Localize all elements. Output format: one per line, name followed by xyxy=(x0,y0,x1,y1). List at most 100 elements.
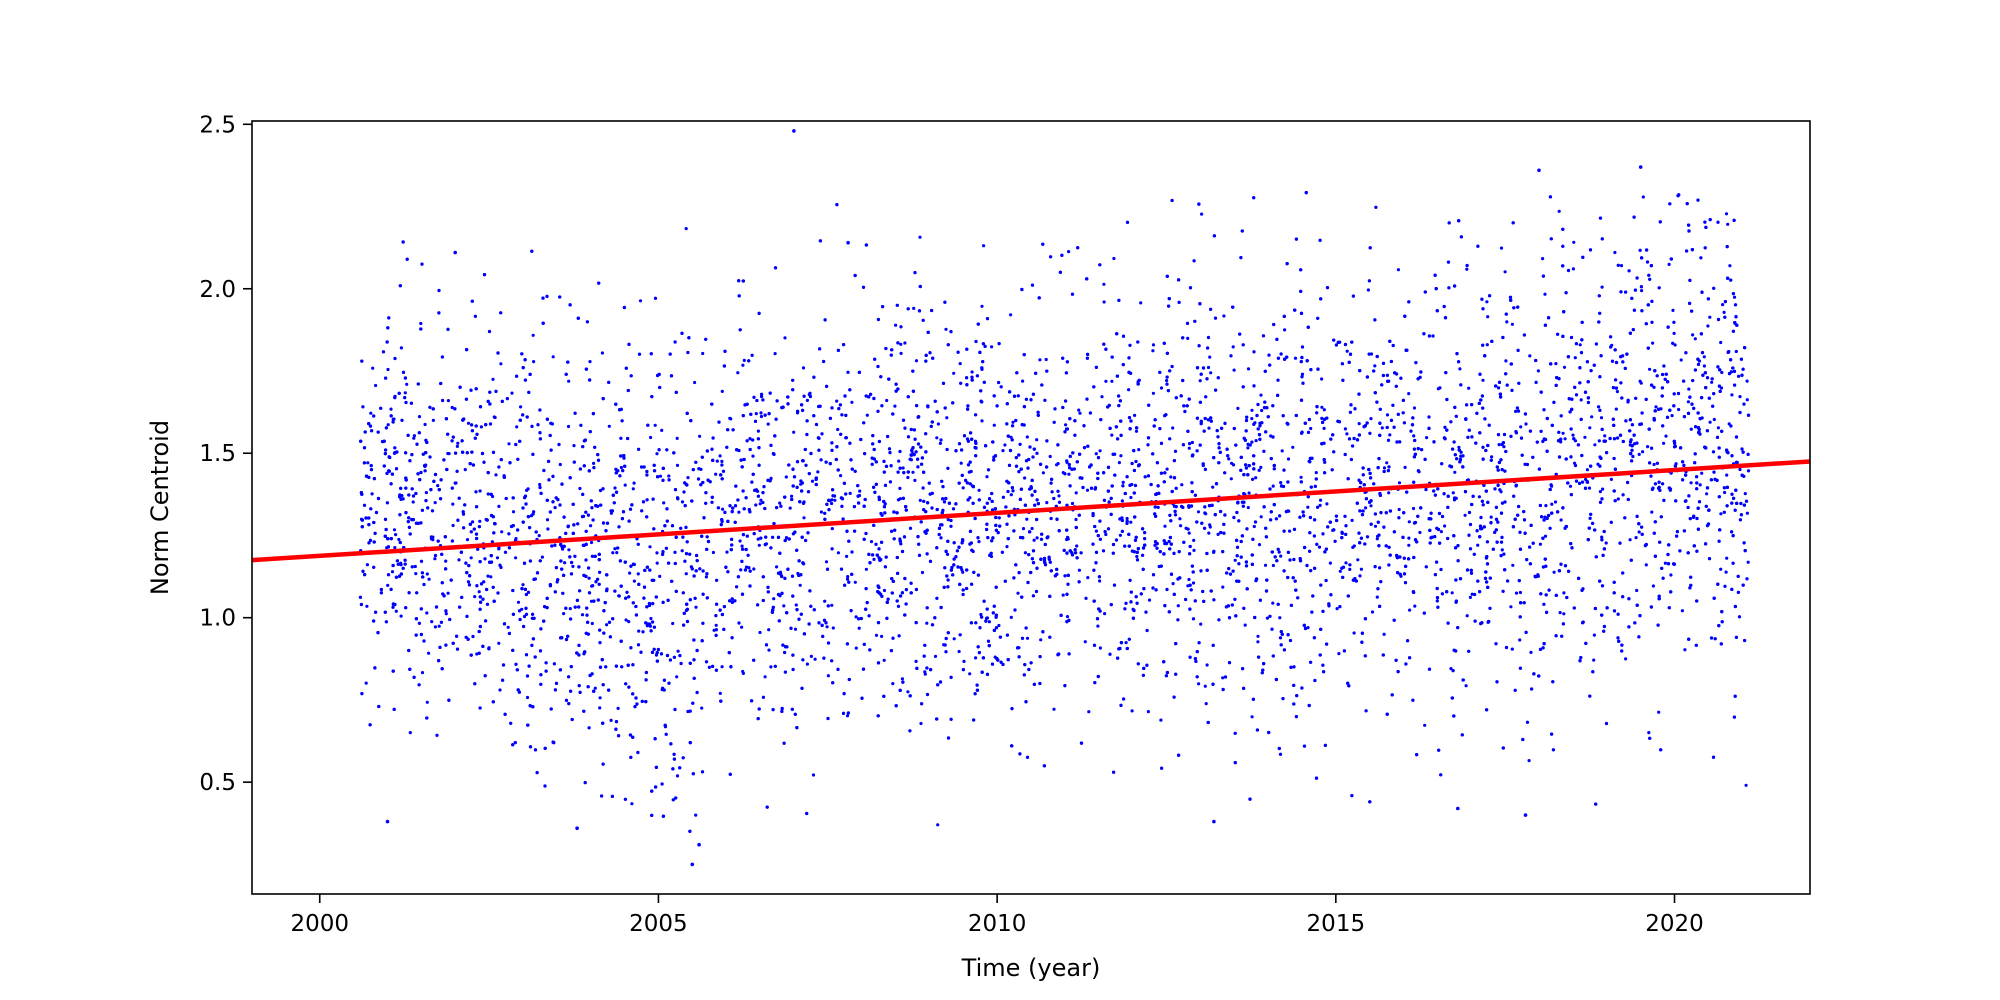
data-point xyxy=(615,551,619,555)
data-point xyxy=(1743,492,1747,496)
data-point xyxy=(1453,470,1457,474)
data-point xyxy=(1457,445,1461,449)
data-point xyxy=(1064,423,1068,427)
data-point xyxy=(952,371,956,375)
data-point xyxy=(1348,567,1352,572)
data-point xyxy=(1259,393,1263,397)
data-point xyxy=(742,358,746,362)
data-point xyxy=(1554,362,1558,366)
data-point xyxy=(1497,443,1501,447)
data-point xyxy=(1009,435,1013,439)
data-point xyxy=(1283,328,1287,332)
data-point xyxy=(588,360,592,364)
data-point xyxy=(912,306,916,310)
data-point xyxy=(568,607,572,611)
data-point xyxy=(446,399,450,403)
data-point xyxy=(1600,285,1604,289)
data-point xyxy=(1159,386,1164,390)
data-point xyxy=(551,355,555,359)
data-point xyxy=(798,583,802,587)
data-point xyxy=(498,688,502,692)
data-point xyxy=(1662,441,1666,445)
data-point xyxy=(1203,684,1207,688)
data-point xyxy=(1344,561,1348,565)
data-point xyxy=(693,380,697,385)
data-point xyxy=(463,468,467,472)
data-point xyxy=(1151,349,1155,353)
data-point xyxy=(589,524,593,528)
data-point xyxy=(714,472,718,476)
data-point xyxy=(1669,573,1673,577)
data-point xyxy=(850,400,854,404)
data-point xyxy=(1396,268,1400,272)
data-point xyxy=(1221,676,1225,680)
data-point xyxy=(1672,331,1676,335)
data-point xyxy=(1265,616,1269,620)
data-point xyxy=(1320,377,1324,381)
data-point xyxy=(1206,365,1211,370)
data-point xyxy=(982,244,986,248)
data-point xyxy=(1705,492,1709,496)
data-point xyxy=(721,507,725,511)
data-point xyxy=(761,500,765,505)
data-point xyxy=(1025,517,1029,521)
data-point xyxy=(1599,416,1604,420)
data-point xyxy=(1163,524,1167,528)
data-point xyxy=(923,670,927,674)
data-point xyxy=(836,551,841,555)
data-point xyxy=(531,333,535,337)
data-point xyxy=(1634,536,1638,540)
data-point xyxy=(898,486,902,490)
data-point xyxy=(1293,356,1298,360)
data-point xyxy=(1125,516,1129,521)
data-point xyxy=(1677,407,1681,412)
data-point xyxy=(1216,532,1220,537)
data-point xyxy=(1485,300,1489,304)
data-point xyxy=(980,419,984,423)
data-point xyxy=(974,656,978,660)
data-point xyxy=(630,802,634,806)
data-point xyxy=(1250,715,1254,719)
data-point xyxy=(1641,195,1645,199)
data-point xyxy=(885,398,889,403)
data-point xyxy=(1708,420,1712,424)
data-point xyxy=(390,570,395,574)
data-point xyxy=(1418,530,1422,535)
data-point xyxy=(1673,343,1677,347)
data-point xyxy=(598,706,602,710)
data-point xyxy=(833,498,837,502)
data-point xyxy=(1087,710,1091,714)
data-point xyxy=(1628,538,1632,542)
data-point xyxy=(825,625,829,629)
data-point xyxy=(739,568,743,572)
data-point xyxy=(444,612,448,616)
data-point xyxy=(1583,435,1587,439)
data-point xyxy=(1624,657,1628,661)
data-point xyxy=(566,424,571,429)
data-point xyxy=(1486,315,1490,319)
data-point xyxy=(738,539,742,543)
data-point xyxy=(1648,367,1652,371)
data-point xyxy=(1557,209,1561,213)
data-point xyxy=(756,537,760,541)
data-point xyxy=(611,551,615,555)
data-point xyxy=(1009,615,1013,620)
data-point xyxy=(424,491,428,495)
data-point xyxy=(968,672,972,676)
data-point xyxy=(1119,454,1123,458)
data-point xyxy=(609,511,614,515)
data-point xyxy=(521,583,525,587)
data-point xyxy=(1725,473,1729,477)
data-point xyxy=(1687,387,1691,391)
data-point xyxy=(1439,530,1443,534)
data-point xyxy=(419,321,423,326)
data-point xyxy=(1721,303,1725,307)
data-point xyxy=(1637,452,1641,456)
data-point xyxy=(613,547,617,551)
data-point xyxy=(1319,498,1323,502)
data-point xyxy=(1139,301,1143,305)
data-point xyxy=(1497,386,1501,390)
data-point xyxy=(899,342,903,346)
data-point xyxy=(393,546,397,550)
data-point xyxy=(1407,392,1411,396)
